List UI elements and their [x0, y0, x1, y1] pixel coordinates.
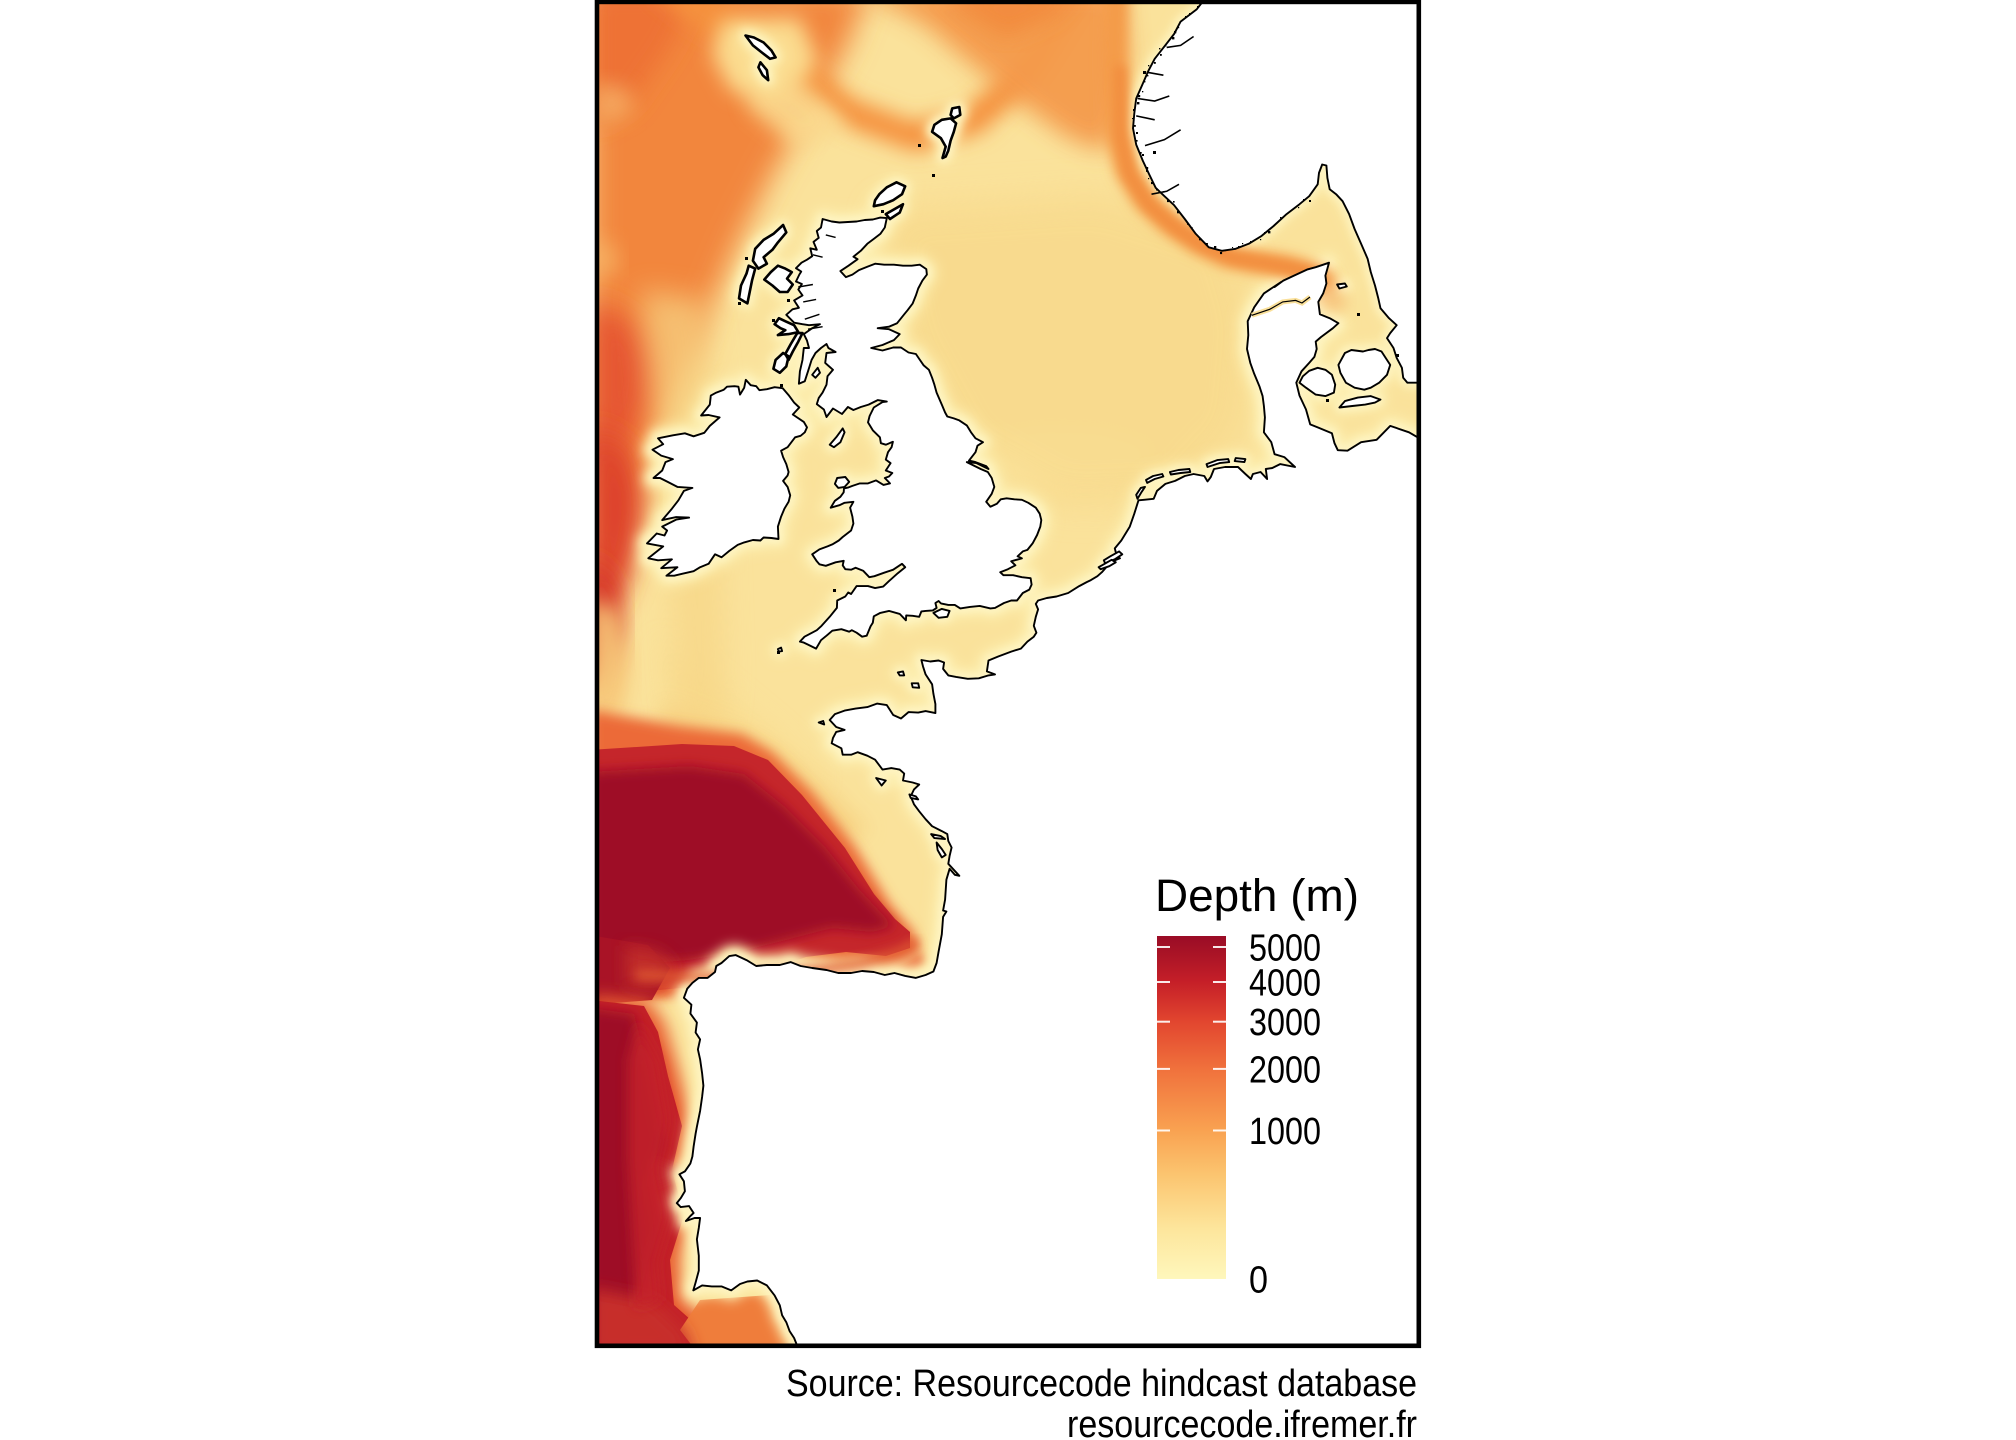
svg-text:Source: Resourcecode hindcast: Source: Resourcecode hindcast database	[786, 1363, 1417, 1405]
svg-text:resourcecode.ifremer.fr: resourcecode.ifremer.fr	[1067, 1404, 1417, 1440]
svg-text:1000: 1000	[1249, 1111, 1321, 1153]
svg-text:2000: 2000	[1249, 1049, 1321, 1091]
svg-text:Depth (m): Depth (m)	[1155, 870, 1359, 921]
svg-text:5000: 5000	[1249, 928, 1321, 970]
svg-text:4000: 4000	[1249, 963, 1321, 1005]
svg-text:3000: 3000	[1249, 1002, 1321, 1044]
svg-text:0: 0	[1249, 1260, 1268, 1302]
